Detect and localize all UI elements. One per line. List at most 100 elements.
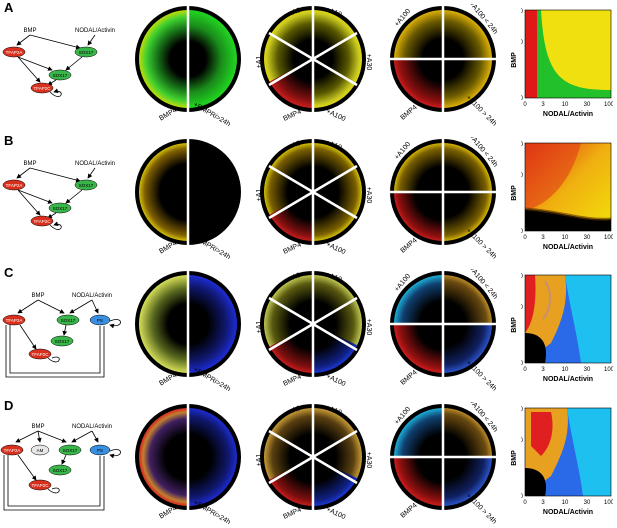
xtick-100: 100 [604, 500, 613, 506]
dose-label-a100: +A100 [325, 506, 347, 521]
condition-label-left: BMP4 [158, 107, 178, 123]
activin-dose-circle: +A3 +A10 +A1 +A30 BMP4 +A100 [256, 404, 372, 521]
panel-label: D [4, 398, 14, 413]
dose-label-a3: +A3 [287, 405, 301, 416]
sox17-node-2 [50, 335, 74, 347]
condition-label-left: BMP4 [158, 505, 178, 521]
dose-label-a1: +A1 [256, 56, 263, 69]
x-axis-label: NODAL/Activin [543, 509, 593, 516]
timing-label-bmp4: BMP4 [399, 502, 418, 520]
panel-b: B BMP NODAL/Activin TFAP2A SOX17 SOX17 T… [0, 133, 617, 261]
sox17-label: SOX17 [63, 448, 78, 453]
dose-label-a1: +A1 [256, 189, 263, 202]
dose-label-bmp4: BMP4 [282, 241, 302, 255]
tfap2a-node [2, 179, 26, 191]
y-axis-label-box: BMP [511, 317, 518, 333]
timing-label-late: +A100 > 24h [464, 359, 497, 391]
xtick-30: 30 [584, 500, 591, 506]
xtick-10: 10 [562, 367, 569, 373]
nodal-label: NODAL/Activin [72, 424, 112, 430]
ytick-0: 0 [521, 229, 524, 235]
timing-label-bmp4: BMP4 [399, 369, 418, 387]
xtick-0: 0 [523, 235, 527, 241]
xtick-3: 3 [541, 235, 545, 241]
fate-heatmap: 50 10 0 0 3 10 30 100 NODAL/Activin [521, 407, 613, 516]
dose-label-a1: +A1 [256, 321, 263, 334]
condition-label-left: BMP4 [158, 372, 178, 388]
sox17-label: SOX17 [79, 183, 94, 188]
ytick-50: 50 [521, 274, 524, 280]
ytick-0: 0 [521, 96, 524, 102]
ytick-10: 10 [521, 305, 524, 311]
sox17-label: SOX17 [61, 318, 76, 323]
tfap2a-node [0, 444, 24, 456]
xtick-3: 3 [541, 500, 545, 506]
y-axis-label: BMP [511, 185, 518, 201]
gene-network-diagram: BMP NODAL/Activin TFAP2A AM SOX17 PS SOX… [0, 424, 121, 511]
bmp-label: BMP [23, 28, 36, 34]
panel-label: B [4, 133, 14, 148]
timing-label-bmp4: BMP4 [399, 104, 418, 122]
xtick-30: 30 [584, 102, 591, 108]
tfap2c-label: TFAP2C [31, 483, 49, 488]
dose-label-bmp4: BMP4 [282, 506, 302, 520]
sox17-node-2 [48, 464, 72, 476]
xtick-10: 10 [562, 500, 569, 506]
tfap2c-label: TFAP2C [31, 352, 49, 357]
xtick-100: 100 [604, 102, 613, 108]
tfap2a-node [2, 314, 26, 326]
tfap2a-label: TFAP2A [4, 448, 21, 453]
ytick-10: 10 [521, 173, 524, 179]
xtick-0: 0 [523, 500, 527, 506]
tfap2c-label: TFAP2C [33, 219, 51, 224]
dose-label-a100: +A100 [325, 241, 347, 256]
y-axis-label-box: BMP [511, 450, 518, 466]
condition-label-left: BMP4 [158, 240, 178, 256]
ytick-50: 50 [521, 407, 524, 413]
dose-label-a3: +A3 [287, 272, 301, 283]
activin-dose-circle: +A3 +A10 +A1 +A30 BMP4 +A100 [256, 6, 372, 123]
fate-heatmap: 50 10 0 0 3 10 30 100 NODAL/Activin [521, 9, 613, 118]
panel-a: A BMP NODAL/Activin TFAP2A SOX17 SOX17 T… [0, 0, 617, 128]
dose-label-a30: +A30 [365, 452, 372, 469]
y-axis-label: BMP [511, 317, 518, 333]
sox17-node-2 [48, 69, 72, 81]
bmp-label: BMP [23, 161, 36, 167]
dose-label-a3: +A3 [287, 7, 301, 18]
sox17-node [74, 46, 98, 58]
ytick-10: 10 [521, 438, 524, 444]
ytick-10: 10 [521, 40, 524, 46]
fate-heatmap: 50 10 0 0 3 10 30 100 NODAL/Activin [521, 274, 613, 383]
sox17-label-2: SOX17 [53, 73, 68, 78]
fate-heatmap: 50 10 0 0 3 10 30 100 NODAL/Activin [521, 142, 613, 251]
dose-label-a3: +A3 [287, 140, 301, 151]
tfap2c-node [30, 215, 54, 227]
gene-network-diagram: BMP NODAL/Activin TFAP2A SOX17 SOX17 TFA… [2, 28, 115, 97]
nodal-label: NODAL/Activin [75, 161, 115, 167]
bmpr-inhibition-circle: BMP4 +BMPRi>24h [135, 271, 241, 391]
tfap2a-node [2, 46, 26, 58]
activin-dose-circle: +A3 +A10 +A1 +A30 BMP4 +A100 [256, 139, 372, 256]
sox17-node [56, 314, 80, 326]
xtick-100: 100 [604, 367, 613, 373]
sox17-label-2: SOX17 [55, 339, 70, 344]
activin-dose-circle: +A3 +A10 +A1 +A30 BMP4 +A100 [256, 271, 372, 388]
tfap2a-label: TFAP2A [6, 183, 23, 188]
bmpr-inhibition-circle: BMP4 +BMPRi>24h [135, 404, 241, 524]
timing-label-bmp4: BMP4 [399, 237, 418, 255]
bmpr-inhibition-circle: BMP4 +BMPRi>24h [135, 139, 241, 259]
y-axis-label-box: BMP [511, 52, 518, 68]
sox17-node [58, 444, 82, 456]
tfap2a-label: TFAP2A [6, 318, 23, 323]
tfap2c-node [30, 82, 54, 94]
activin-timing-circle: +A100 +A100 < 24h BMP4 +A100 > 24h [390, 269, 499, 391]
ps-node [89, 314, 111, 326]
xtick-10: 10 [562, 235, 569, 241]
ytick-50: 50 [521, 9, 524, 15]
dose-label-bmp4: BMP4 [282, 108, 302, 122]
panel-label: A [4, 0, 14, 15]
ytick-0: 0 [521, 494, 524, 500]
panel-c: C BMP NODAL/Activin TFAP2A SOX17 PS SOX1… [0, 265, 617, 393]
tfap2a-label: TFAP2A [6, 50, 23, 55]
panel-d: D BMP NODAL/Activin TFAP2A AM SOX17 PS S… [0, 398, 617, 526]
